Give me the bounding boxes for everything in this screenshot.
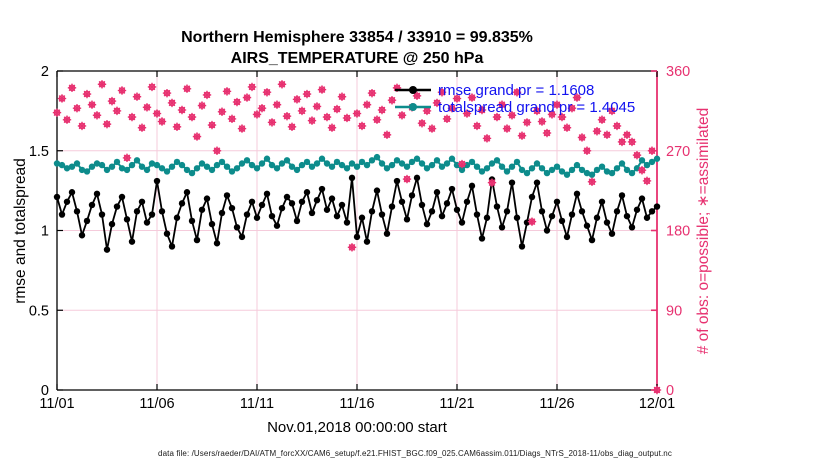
x-tick-label: 11/16 bbox=[339, 396, 374, 412]
y-right-tick-label: 360 bbox=[666, 64, 690, 80]
x-tick-label: 11/06 bbox=[139, 396, 174, 412]
y-left-tick-label: 1 bbox=[41, 224, 49, 240]
x-tick-label: 11/11 bbox=[240, 396, 274, 412]
totalspread-series bbox=[53, 153, 661, 178]
legend-totalspread-marker-icon bbox=[395, 103, 431, 111]
data-file-path: data file: /Users/raeder/DAI/ATM_forcXX/… bbox=[158, 449, 672, 458]
x-tick-label: 12/01 bbox=[639, 396, 675, 412]
legend-rmse-label: rmse grand pr = 1.1608 bbox=[438, 81, 595, 99]
legend-rmse-marker-icon bbox=[395, 86, 431, 94]
x-tick-label: 11/21 bbox=[439, 396, 474, 412]
y-left-tick-label: 1.5 bbox=[29, 144, 49, 160]
x-axis-label: Nov.01,2018 00:00:00 start bbox=[267, 419, 447, 436]
y-axis-label-left: rmse and totalspread bbox=[12, 158, 29, 304]
y-right-tick-label: 90 bbox=[666, 303, 682, 319]
x-tick-label: 11/26 bbox=[539, 396, 574, 412]
tick-labels: 11/01 11/06 11/11 11/16 11/21 11/26 12/0100.51… bbox=[29, 64, 690, 412]
legend-totalspread-label: totalspread grand pr = 1.4045 bbox=[438, 98, 636, 116]
y-left-tick-label: 0.5 bbox=[29, 303, 49, 319]
y-right-tick-label: 0 bbox=[666, 383, 674, 399]
y-right-tick-label: 270 bbox=[666, 144, 690, 160]
legend-entry-totalspread: totalspread grand pr = 1.4045 bbox=[393, 98, 635, 116]
rmse-series bbox=[53, 174, 661, 253]
y-left-tick-label: 0 bbox=[41, 383, 49, 399]
legend-entry-rmse: rmse grand pr = 1.1608 bbox=[393, 81, 594, 99]
y-left-tick-label: 2 bbox=[41, 64, 49, 80]
chart-title-line1: Northern Hemisphere 33854 / 33910 = 99.8… bbox=[181, 29, 533, 46]
chart-title-line2: AIRS_TEMPERATURE @ 250 hPa bbox=[230, 50, 484, 67]
y-axis-label-right: # of obs: o=possible; ∗=assimilated bbox=[695, 107, 712, 355]
y-right-tick-label: 180 bbox=[666, 224, 690, 240]
obs-count-markers bbox=[52, 80, 662, 395]
axes-box bbox=[56, 70, 658, 391]
obs-assimilated-markers bbox=[52, 80, 662, 395]
x-tick-label: 11/01 bbox=[39, 396, 74, 412]
